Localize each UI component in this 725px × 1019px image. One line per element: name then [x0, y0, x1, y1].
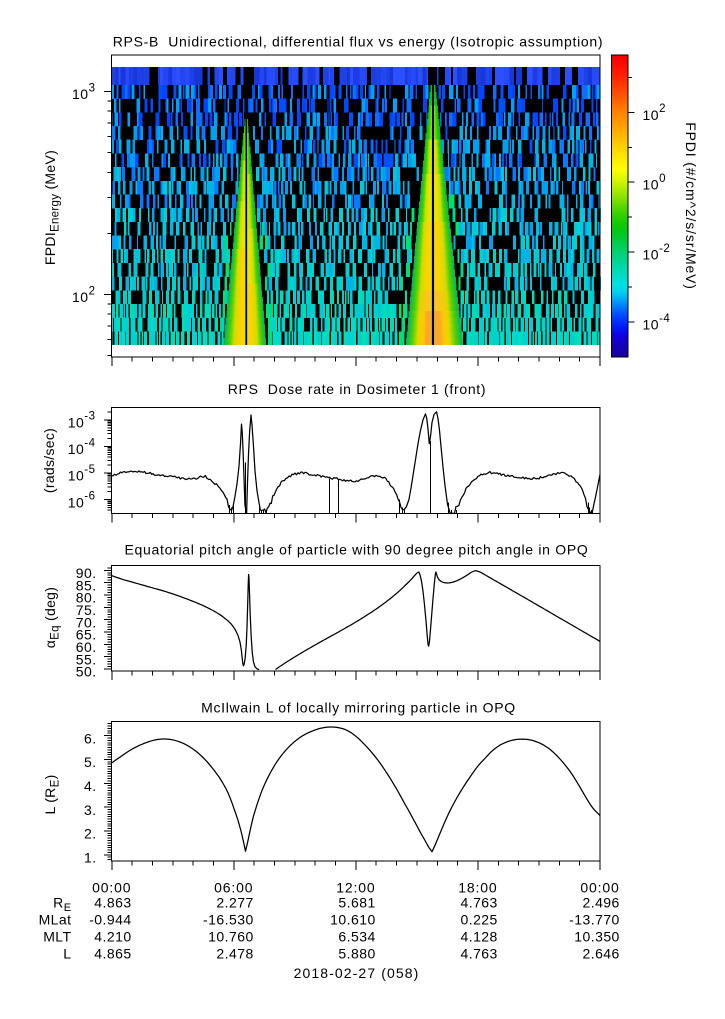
svg-text:5.681: 5.681: [338, 895, 375, 911]
svg-text:10.610: 10.610: [330, 912, 376, 928]
svg-text:18:00: 18:00: [458, 879, 497, 895]
svg-text:50.: 50.: [76, 664, 97, 680]
svg-text:L: L: [63, 946, 71, 962]
svg-text:55.: 55.: [76, 651, 97, 667]
svg-text:12:00: 12:00: [336, 879, 375, 895]
svg-text:FPDI (#/cm^2/s/sr/MeV): FPDI (#/cm^2/s/sr/MeV): [683, 122, 699, 290]
svg-text:06:00: 06:00: [214, 879, 253, 895]
svg-text:5.880: 5.880: [338, 946, 375, 962]
svg-text:6.534: 6.534: [338, 929, 375, 945]
svg-text:65.: 65.: [76, 627, 97, 643]
svg-text:2.496: 2.496: [583, 895, 620, 911]
svg-text:2.478: 2.478: [216, 946, 253, 962]
svg-text:-0.944: -0.944: [89, 912, 131, 928]
svg-text:6.: 6.: [84, 730, 97, 746]
svg-text:00:00: 00:00: [580, 879, 619, 895]
svg-text:2018-02-27 (058): 2018-02-27 (058): [294, 965, 420, 981]
svg-text:80.: 80.: [76, 590, 97, 606]
svg-text:MLat: MLat: [39, 912, 72, 928]
svg-text:4.210: 4.210: [94, 929, 131, 945]
svg-text:4.763: 4.763: [461, 895, 498, 911]
svg-text:90.: 90.: [76, 565, 97, 581]
svg-text:4.: 4.: [84, 778, 97, 794]
svg-text:4.128: 4.128: [461, 929, 498, 945]
svg-text:10.760: 10.760: [208, 929, 254, 945]
svg-text:2.646: 2.646: [583, 946, 620, 962]
svg-text:70.: 70.: [76, 614, 97, 630]
svg-text:2.277: 2.277: [216, 895, 253, 911]
svg-text:1.: 1.: [84, 850, 97, 866]
svg-text:10.350: 10.350: [574, 929, 620, 945]
svg-text:5.: 5.: [84, 754, 97, 770]
svg-text:60.: 60.: [76, 639, 97, 655]
svg-text:RPS-B Unidirectional, differe: RPS-B Unidirectional, differential flux …: [113, 34, 603, 50]
svg-text:2.: 2.: [84, 826, 97, 842]
svg-text:(rads/sec): (rads/sec): [41, 428, 57, 493]
svg-text:00:00: 00:00: [92, 879, 131, 895]
svg-text:3.: 3.: [84, 802, 97, 818]
svg-text:-13.770: -13.770: [569, 912, 620, 928]
svg-text:FPDIEnergy (MeV): FPDIEnergy (MeV): [42, 150, 62, 265]
svg-text:-16.530: -16.530: [203, 912, 254, 928]
svg-text:McIlwain L of locally mirrorin: McIlwain L of locally mirroring particle…: [201, 700, 516, 716]
svg-text:Equatorial pitch angle of part: Equatorial pitch angle of particle with …: [125, 542, 589, 558]
svg-text:MLT: MLT: [43, 929, 71, 945]
svg-text:4.865: 4.865: [94, 946, 131, 962]
svg-text:75.: 75.: [76, 602, 97, 618]
svg-text:85.: 85.: [76, 577, 97, 593]
svg-text:4.763: 4.763: [461, 946, 498, 962]
svg-text:4.863: 4.863: [94, 895, 131, 911]
svg-text:RPS Dose rate in Dosimeter 1: RPS Dose rate in Dosimeter 1 (front): [228, 381, 487, 397]
svg-text:0.225: 0.225: [461, 912, 498, 928]
